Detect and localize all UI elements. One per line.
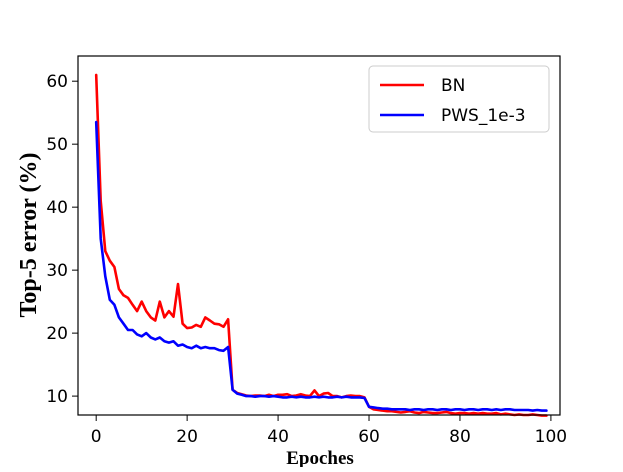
x-tick-label: 100	[535, 427, 567, 447]
legend: BN PWS_1e-3	[368, 65, 550, 133]
y-tick-label: 10	[46, 387, 68, 407]
series-line-0	[94, 73, 548, 417]
plot-lines	[94, 73, 548, 417]
y-tick-label: 50	[46, 135, 68, 155]
x-tick-label: 80	[449, 427, 471, 447]
x-tick-label: 40	[267, 427, 289, 447]
y-tick-label: 20	[46, 324, 68, 344]
y-tick-label: 60	[46, 72, 68, 92]
y-axis-title: Top-5 error (%)	[16, 153, 42, 318]
y-axis: 10 20 30 40 50 60	[46, 72, 78, 407]
y-tick-label: 40	[46, 198, 68, 218]
legend-label: PWS_1e-3	[441, 106, 526, 126]
x-tick-label: 60	[358, 427, 380, 447]
legend-label: BN	[441, 76, 465, 96]
plot-frame	[77, 55, 561, 416]
x-axis-title: Epoches	[286, 448, 354, 467]
x-tick-label: 20	[176, 427, 198, 447]
x-axis: 0 20 40 60 80 100	[91, 415, 567, 447]
x-tick-label: 0	[91, 427, 102, 447]
series-line-1	[94, 120, 548, 412]
y-tick-label: 30	[46, 261, 68, 281]
